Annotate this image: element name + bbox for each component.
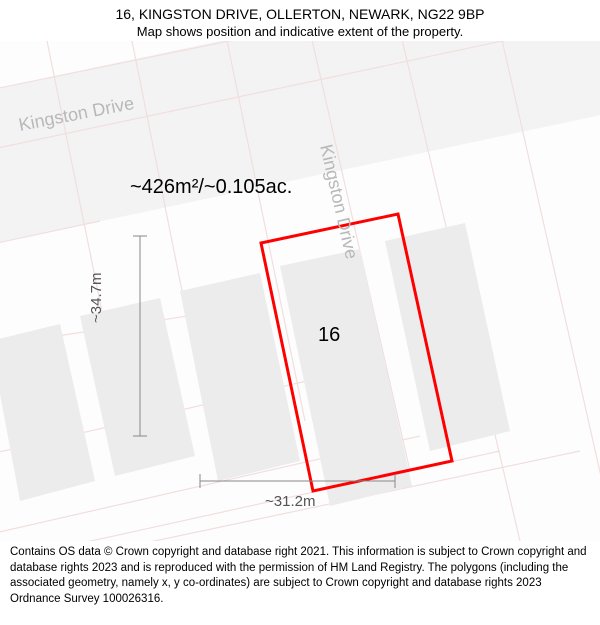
building <box>180 273 300 481</box>
page-title: 16, KINGSTON DRIVE, OLLERTON, NEWARK, NG… <box>10 6 590 22</box>
copyright-footer: Contains OS data © Crown copyright and d… <box>0 541 600 615</box>
building <box>385 223 510 451</box>
building <box>280 249 412 506</box>
building <box>80 298 195 476</box>
map-canvas: Kingston Drive Kingston Drive ~426m²/~0.… <box>0 41 600 541</box>
page-subtitle: Map shows position and indicative extent… <box>10 24 590 39</box>
house-number-label: 16 <box>318 324 340 347</box>
dimension-height-label: ~34.7m <box>88 273 105 323</box>
building <box>0 324 95 501</box>
dimension-width-label: ~31.2m <box>265 493 315 510</box>
area-label: ~426m²/~0.105ac. <box>130 176 292 199</box>
header: 16, KINGSTON DRIVE, OLLERTON, NEWARK, NG… <box>0 0 600 41</box>
